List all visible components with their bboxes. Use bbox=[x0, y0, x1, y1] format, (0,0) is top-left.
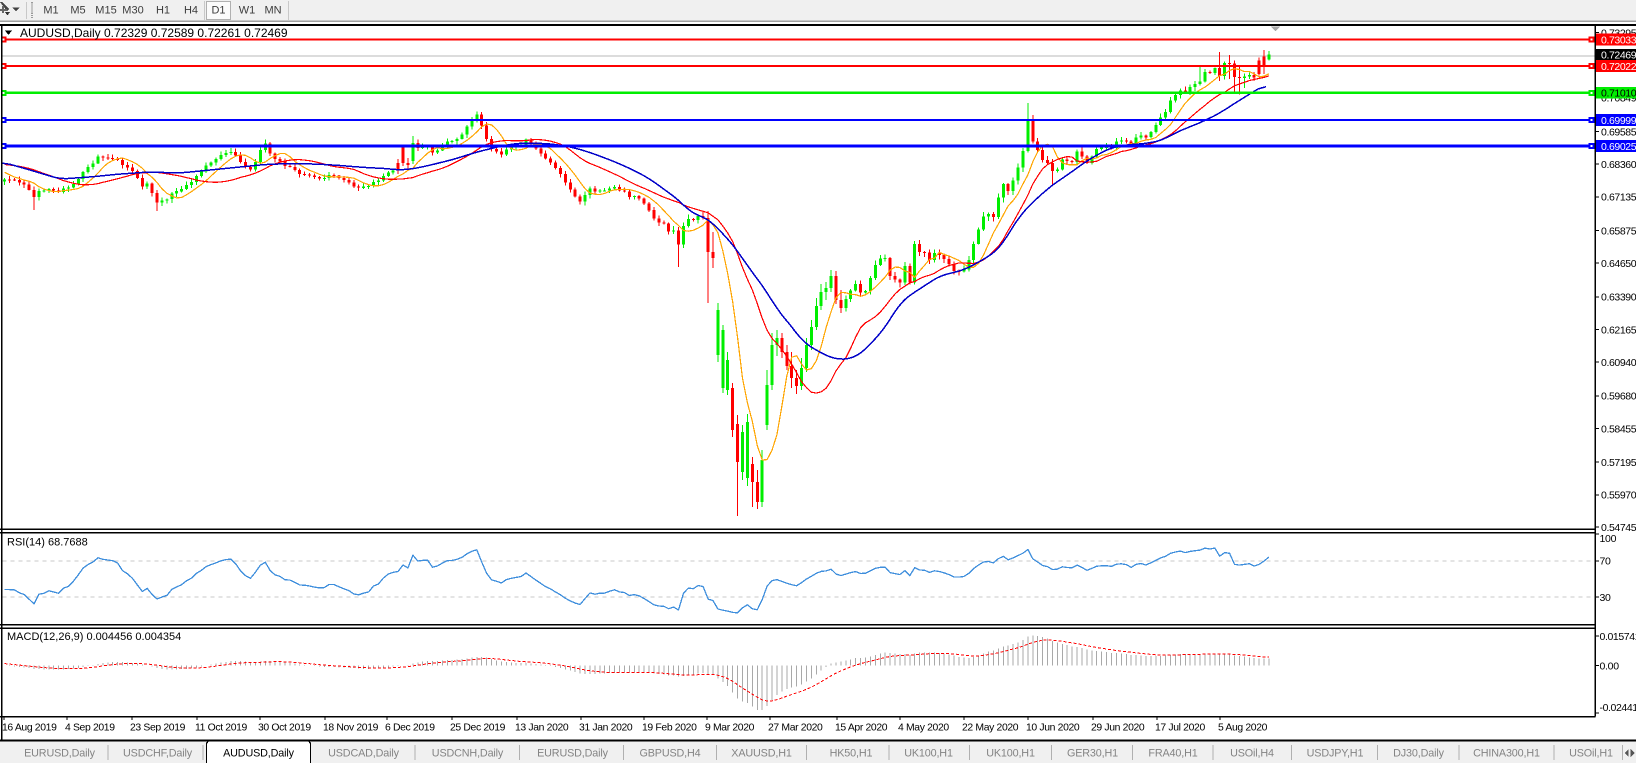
svg-text:M5: M5 bbox=[70, 4, 85, 16]
svg-text:0.64650: 0.64650 bbox=[1601, 258, 1636, 270]
svg-text:H1: H1 bbox=[156, 4, 170, 16]
svg-text:0.59680: 0.59680 bbox=[1601, 391, 1636, 403]
svg-text:XAUUSD,H1: XAUUSD,H1 bbox=[731, 748, 792, 760]
svg-text:4 Sep 2019: 4 Sep 2019 bbox=[65, 723, 115, 734]
svg-text:-0.02441: -0.02441 bbox=[1600, 702, 1636, 714]
svg-text:19 Feb 2020: 19 Feb 2020 bbox=[642, 723, 697, 734]
svg-text:0.57195: 0.57195 bbox=[1601, 457, 1636, 469]
svg-text:0.62165: 0.62165 bbox=[1601, 324, 1636, 336]
svg-text:22 May 2020: 22 May 2020 bbox=[962, 723, 1019, 734]
svg-text:M15: M15 bbox=[95, 4, 116, 16]
svg-text:4 May 2020: 4 May 2020 bbox=[898, 723, 949, 734]
svg-text:USDCNH,Daily: USDCNH,Daily bbox=[432, 748, 504, 760]
svg-text:29 Jun 2020: 29 Jun 2020 bbox=[1091, 723, 1145, 734]
svg-text:UK100,H1: UK100,H1 bbox=[986, 748, 1035, 760]
svg-text:MN: MN bbox=[264, 4, 281, 16]
svg-text:0.63390: 0.63390 bbox=[1601, 292, 1636, 304]
svg-text:0.65875: 0.65875 bbox=[1601, 225, 1636, 237]
svg-text:EURUSD,Daily: EURUSD,Daily bbox=[537, 748, 609, 760]
svg-text:23 Sep 2019: 23 Sep 2019 bbox=[130, 723, 186, 734]
svg-text:0.71010: 0.71010 bbox=[1601, 88, 1636, 100]
svg-text:CHINA300,H1: CHINA300,H1 bbox=[1473, 748, 1540, 760]
svg-text:FRA40,H1: FRA40,H1 bbox=[1148, 748, 1197, 760]
svg-text:18 Nov 2019: 18 Nov 2019 bbox=[323, 723, 379, 734]
svg-text:DJ30,Daily: DJ30,Daily bbox=[1393, 748, 1444, 760]
svg-text:30 Oct 2019: 30 Oct 2019 bbox=[258, 723, 311, 734]
svg-text:0.67135: 0.67135 bbox=[1601, 192, 1636, 204]
svg-text:D1: D1 bbox=[211, 4, 225, 16]
svg-text:0.58455: 0.58455 bbox=[1601, 423, 1636, 435]
svg-text:31 Jan 2020: 31 Jan 2020 bbox=[579, 723, 633, 734]
svg-text:EURUSD,Daily: EURUSD,Daily bbox=[24, 748, 96, 760]
svg-text:AUDUSD,Daily 0.72329 0.72589: AUDUSD,Daily 0.72329 0.72589 0.72261 0.7… bbox=[20, 26, 288, 40]
svg-text:10 Jun 2020: 10 Jun 2020 bbox=[1026, 723, 1080, 734]
svg-text:13 Jan 2020: 13 Jan 2020 bbox=[515, 723, 569, 734]
svg-text:16 Aug 2019: 16 Aug 2019 bbox=[2, 723, 57, 734]
svg-text:0.00: 0.00 bbox=[1600, 660, 1620, 672]
svg-text:0.73033: 0.73033 bbox=[1601, 34, 1636, 46]
svg-text:HK50,H1: HK50,H1 bbox=[830, 748, 873, 760]
svg-text:25 Dec 2019: 25 Dec 2019 bbox=[450, 723, 506, 734]
svg-text:0.68360: 0.68360 bbox=[1601, 159, 1636, 171]
svg-text:USDCHF,Daily: USDCHF,Daily bbox=[123, 748, 193, 760]
svg-text:0.54745: 0.54745 bbox=[1601, 522, 1636, 534]
svg-text:0.72022: 0.72022 bbox=[1601, 61, 1636, 73]
svg-text:H4: H4 bbox=[184, 4, 198, 16]
svg-text:15 Apr 2020: 15 Apr 2020 bbox=[835, 723, 888, 734]
svg-text:17 Jul 2020: 17 Jul 2020 bbox=[1155, 723, 1205, 734]
svg-text:GER30,H1: GER30,H1 bbox=[1067, 748, 1118, 760]
svg-text:0.60940: 0.60940 bbox=[1601, 357, 1636, 369]
svg-text:USDCAD,Daily: USDCAD,Daily bbox=[328, 748, 400, 760]
svg-text:0.72469: 0.72469 bbox=[1601, 49, 1636, 61]
svg-text:9 Mar 2020: 9 Mar 2020 bbox=[705, 723, 755, 734]
svg-text:USOil,H1: USOil,H1 bbox=[1569, 748, 1613, 760]
svg-text:RSI(14) 68.7688: RSI(14) 68.7688 bbox=[7, 537, 88, 549]
svg-text:M30: M30 bbox=[122, 4, 143, 16]
svg-text:5 Aug 2020: 5 Aug 2020 bbox=[1218, 723, 1268, 734]
svg-text:0.69025: 0.69025 bbox=[1601, 141, 1636, 153]
svg-text:6 Dec 2019: 6 Dec 2019 bbox=[385, 723, 435, 734]
svg-text:0.69999: 0.69999 bbox=[1601, 115, 1636, 127]
svg-text:0.55970: 0.55970 bbox=[1601, 490, 1636, 502]
svg-text:MACD(12,26,9) 0.004456 0.00435: MACD(12,26,9) 0.004456 0.004354 bbox=[7, 631, 181, 643]
svg-text:USOil,H4: USOil,H4 bbox=[1230, 748, 1274, 760]
svg-text:GBPUSD,H4: GBPUSD,H4 bbox=[639, 748, 700, 760]
svg-text:UK100,H1: UK100,H1 bbox=[904, 748, 953, 760]
svg-text:30: 30 bbox=[1600, 592, 1612, 604]
svg-text:0.69585: 0.69585 bbox=[1601, 126, 1636, 138]
svg-text:0.015741: 0.015741 bbox=[1600, 631, 1636, 643]
svg-text:100: 100 bbox=[1600, 533, 1617, 545]
svg-text:70: 70 bbox=[1600, 556, 1612, 568]
svg-text:W1: W1 bbox=[239, 4, 256, 16]
svg-text:AUDUSD,Daily: AUDUSD,Daily bbox=[223, 748, 295, 760]
svg-text:M1: M1 bbox=[43, 4, 58, 16]
svg-text:11 Oct 2019: 11 Oct 2019 bbox=[195, 723, 248, 734]
svg-text:27 Mar 2020: 27 Mar 2020 bbox=[768, 723, 823, 734]
svg-text:USDJPY,H1: USDJPY,H1 bbox=[1307, 748, 1364, 760]
